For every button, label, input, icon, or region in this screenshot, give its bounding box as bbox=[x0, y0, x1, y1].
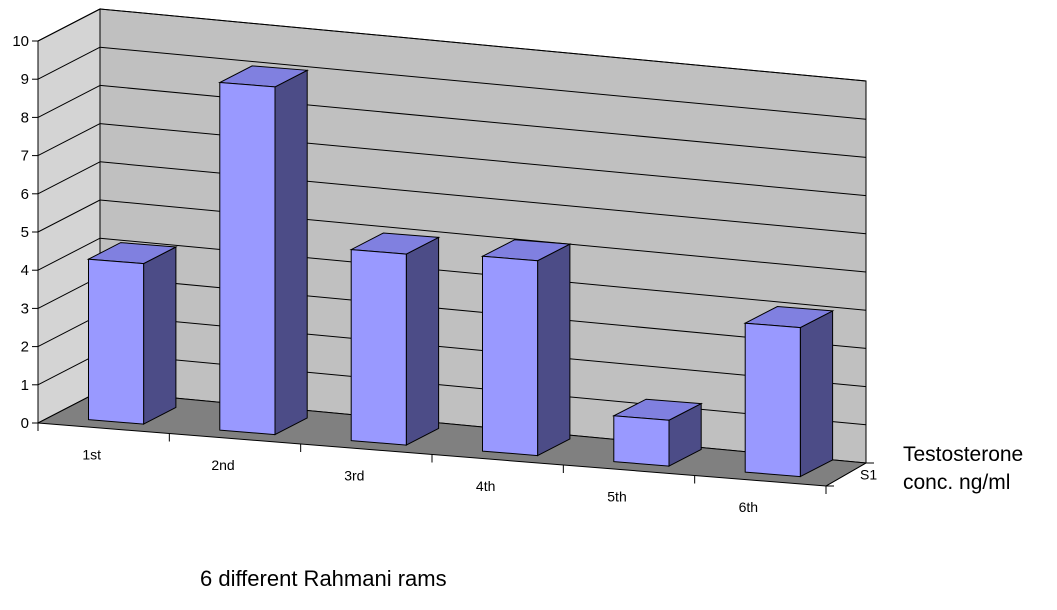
gridline-back bbox=[99, 8, 867, 82]
bar-side bbox=[537, 243, 571, 457]
z-axis-label: Testosterone conc. ng/ml bbox=[903, 441, 1023, 497]
x-tick-label: 5th bbox=[607, 488, 626, 504]
bar-side bbox=[143, 246, 177, 425]
x-axis-title: 6 different Rahmani rams bbox=[200, 566, 447, 591]
gridline-side bbox=[37, 123, 101, 157]
bar-side bbox=[405, 236, 440, 446]
z-axis-label-line2: conc. ng/ml bbox=[903, 471, 1011, 494]
gridline-side bbox=[37, 237, 101, 271]
bar-side bbox=[274, 69, 308, 436]
y-tick-label: 6 bbox=[21, 186, 29, 203]
x-tick-label: 4th bbox=[476, 478, 495, 494]
z-axis-line bbox=[825, 462, 867, 487]
x-tick-label: 2nd bbox=[211, 457, 234, 473]
gridline-side bbox=[37, 84, 101, 118]
gridline-back bbox=[99, 46, 867, 120]
y-tick-label: 5 bbox=[21, 224, 29, 241]
y-tick-label: 4 bbox=[21, 262, 29, 279]
bar bbox=[482, 255, 539, 457]
gridline-side bbox=[37, 199, 101, 233]
gridline-side bbox=[37, 161, 101, 195]
x-tick-label: 6th bbox=[739, 499, 758, 515]
x-tick-label: 3rd bbox=[344, 467, 364, 483]
bar bbox=[219, 81, 276, 436]
y-tick-label: 3 bbox=[21, 300, 29, 317]
z-axis-label-line1: Testosterone bbox=[903, 443, 1024, 466]
bar bbox=[613, 415, 670, 467]
y-tick-label: 1 bbox=[21, 377, 29, 394]
y-tick-label: 2 bbox=[21, 339, 29, 356]
y-tick-label: 7 bbox=[21, 148, 29, 165]
y-tick-label: 9 bbox=[21, 71, 29, 88]
gridline-side bbox=[37, 8, 101, 42]
y-tick-label: 8 bbox=[21, 109, 29, 126]
gridline-side bbox=[37, 46, 101, 80]
bar bbox=[744, 322, 801, 478]
bar-side bbox=[799, 310, 834, 478]
y-tick-label: 0 bbox=[21, 415, 29, 432]
y-tick-label: 10 bbox=[12, 33, 29, 50]
x-tick-label: 1st bbox=[82, 446, 101, 462]
bar bbox=[350, 249, 407, 446]
bar bbox=[88, 258, 145, 425]
series-label: S1 bbox=[860, 467, 877, 483]
